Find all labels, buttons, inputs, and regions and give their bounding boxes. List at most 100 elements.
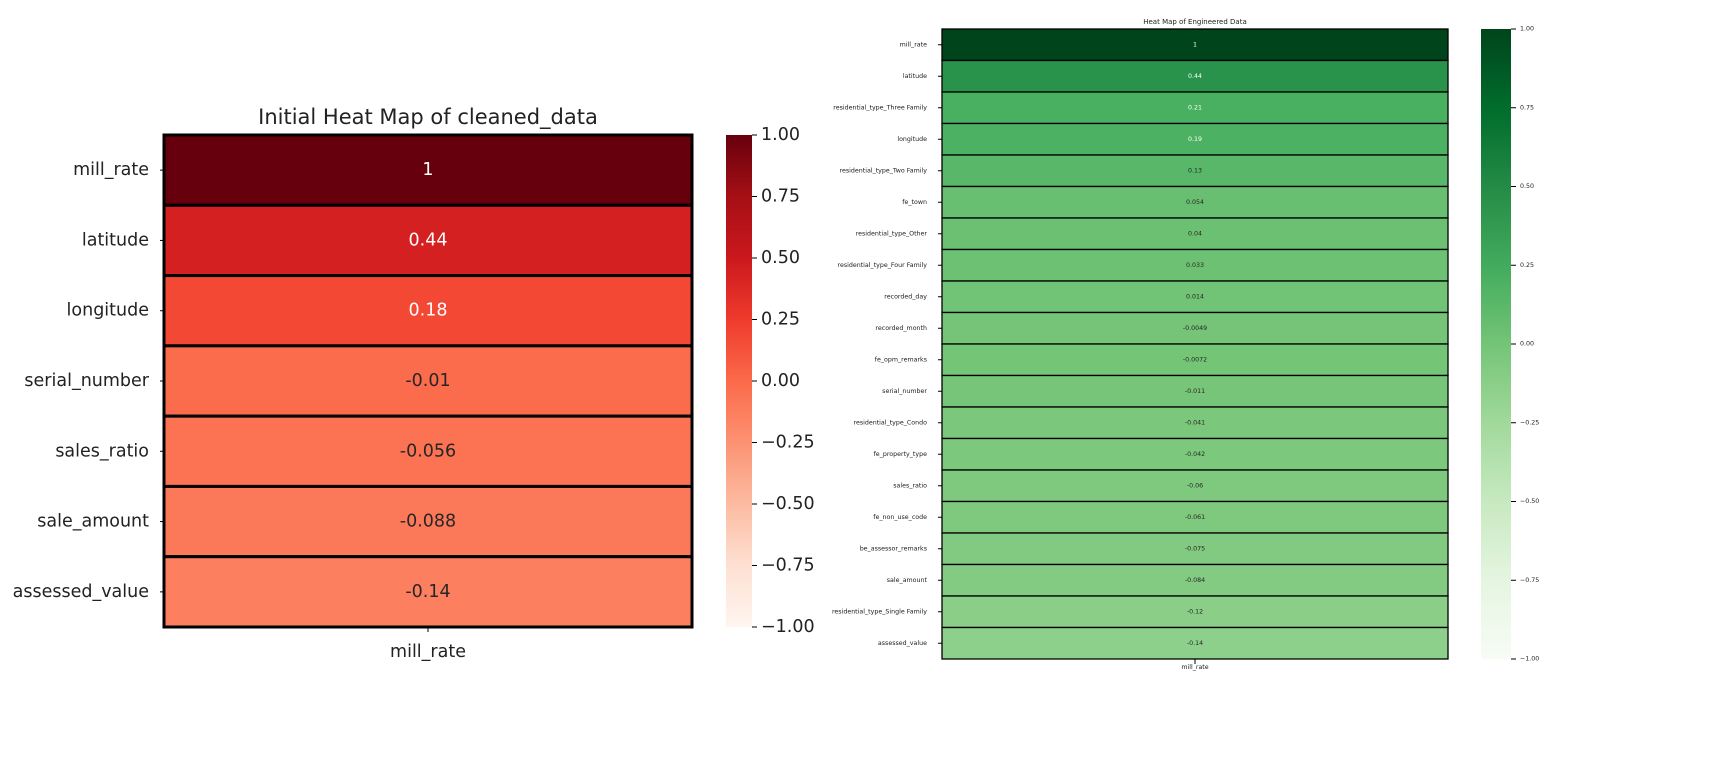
- row-label: fe_opm_remarks: [875, 356, 927, 363]
- row-label: residential_type_Two Family: [840, 167, 928, 174]
- row-label: residential_type_Other: [856, 230, 928, 237]
- column-label: mill_rate: [1181, 664, 1208, 671]
- colorbar-tick-label: −1.00: [1520, 656, 1539, 663]
- colorbar-tick-label: 0.75: [1520, 104, 1534, 111]
- cell-value-label: 0.21: [1188, 104, 1202, 111]
- colorbar-tick-label: 1.00: [1520, 26, 1534, 33]
- cell-value-label: -0.011: [1185, 388, 1205, 395]
- row-label: latitude: [82, 230, 149, 250]
- row-label: serial_number: [24, 371, 149, 391]
- colorbar-tick-label: −0.75: [1520, 577, 1539, 584]
- heatmap-cell: [941, 280, 1449, 314]
- row-label: residential_type_Three Family: [833, 104, 927, 111]
- row-label: fe_property_type: [874, 451, 928, 458]
- row-label: sales_ratio: [893, 482, 927, 489]
- row-label: longitude: [897, 136, 927, 143]
- cell-value-label: -0.088: [400, 512, 456, 532]
- cell-value-label: -0.0049: [1183, 325, 1207, 332]
- heatmap-cell: [941, 311, 1449, 345]
- cell-value-label: 0.44: [409, 230, 448, 250]
- colorbar-tick-label: −0.75: [761, 556, 815, 576]
- heatmap-cell: [941, 437, 1449, 471]
- colorbar-tick-label: −0.50: [761, 494, 815, 514]
- cell-value-label: 0.054: [1186, 199, 1204, 206]
- cell-value-label: 1: [1193, 41, 1197, 48]
- colorbar: [1481, 29, 1511, 659]
- cell-value-label: -0.14: [1187, 640, 1203, 647]
- cell-value-label: -0.056: [400, 441, 456, 461]
- heatmap-cell: [941, 59, 1449, 93]
- cell-value-label: -0.14: [405, 582, 450, 602]
- cell-value-label: -0.075: [1185, 545, 1205, 552]
- colorbar-tick-label: 1.00: [761, 125, 800, 145]
- row-label: residential_type_Four Family: [838, 262, 928, 269]
- row-label: mill_rate: [900, 41, 927, 48]
- heatmap-cell: [162, 484, 694, 559]
- column-label: mill_rate: [390, 642, 466, 662]
- row-label: assessed_value: [13, 582, 149, 602]
- cell-value-label: 0.033: [1186, 262, 1204, 269]
- row-label: sale_amount: [887, 577, 928, 584]
- cell-value-label: -0.042: [1185, 451, 1205, 458]
- colorbar-tick-label: −0.25: [761, 433, 815, 453]
- row-label: residential_type_Single Family: [832, 608, 927, 615]
- colorbar-tick-label: −0.25: [1520, 419, 1539, 426]
- heatmap-cell: [941, 248, 1449, 282]
- cell-value-label: 0.19: [1188, 136, 1202, 143]
- colorbar-tick-label: 0.25: [761, 310, 800, 330]
- heatmap-cell: [941, 91, 1449, 125]
- cell-value-label: 0.13: [1188, 167, 1202, 174]
- cell-value-label: -0.0072: [1183, 356, 1207, 363]
- row-label: recorded_day: [884, 293, 927, 300]
- row-label: mill_rate: [73, 160, 149, 180]
- cell-value-label: -0.01: [405, 371, 450, 391]
- colorbar-tick-label: 0.75: [761, 187, 800, 207]
- heatmap-cell: [941, 185, 1449, 219]
- heatmap-cell: [941, 154, 1449, 188]
- colorbar-tick-label: 0.00: [761, 371, 800, 391]
- cell-value-label: 0.44: [1188, 73, 1202, 80]
- row-label: recorded_month: [875, 325, 927, 332]
- row-label: latitude: [903, 73, 927, 80]
- cell-value-label: 0.04: [1188, 230, 1202, 237]
- row-label: fe_non_use_code: [873, 514, 927, 521]
- colorbar-tick-label: 0.00: [1520, 341, 1534, 348]
- heatmap-cell: [162, 555, 694, 629]
- heatmap-cell: [941, 595, 1449, 629]
- row-label: assessed_value: [878, 640, 927, 647]
- colorbar-tick-label: −1.00: [761, 617, 815, 637]
- heatmap-right: Heat Map of Engineered Data 1 mill_rate 0.4…: [832, 18, 1539, 671]
- colorbar-tick-label: 0.50: [1520, 183, 1534, 190]
- heatmap-cell: [941, 122, 1449, 156]
- cell-value-label: 1: [422, 160, 433, 180]
- colorbar: [726, 135, 752, 627]
- heatmap-cell: [941, 532, 1449, 566]
- heatmap-cell: [941, 469, 1449, 503]
- row-label: fe_town: [902, 199, 927, 206]
- cell-value-label: -0.041: [1185, 419, 1205, 426]
- row-label: sales_ratio: [55, 441, 149, 461]
- cell-value-label: -0.084: [1185, 577, 1205, 584]
- cell-value-label: 0.014: [1186, 293, 1204, 300]
- row-label: residential_type_Condo: [854, 419, 928, 426]
- cell-value-label: -0.061: [1185, 514, 1205, 521]
- heatmap-cell: [162, 203, 694, 278]
- row-label: sale_amount: [37, 512, 149, 532]
- row-label: longitude: [67, 301, 149, 321]
- chart-title: Initial Heat Map of cleaned_data: [258, 105, 598, 130]
- heatmap-cell: [941, 343, 1449, 377]
- cell-value-label: -0.06: [1187, 482, 1203, 489]
- row-label: serial_number: [882, 388, 927, 395]
- colorbar-tick-label: 0.50: [761, 248, 800, 268]
- heatmap-cell: [941, 406, 1449, 440]
- colorbar-tick-label: 0.25: [1520, 262, 1534, 269]
- colorbar-tick-label: −0.50: [1520, 498, 1539, 505]
- chart-title: Heat Map of Engineered Data: [1143, 18, 1247, 26]
- heatmap-left: Initial Heat Map of cleaned_data 1 mill_ra…: [13, 105, 815, 662]
- heatmap-cell: [941, 626, 1449, 660]
- row-label: be_assessor_remarks: [860, 545, 927, 552]
- heatmap-cell: [941, 374, 1449, 408]
- cell-value-label: -0.12: [1187, 608, 1203, 615]
- cell-value-label: 0.18: [409, 301, 448, 321]
